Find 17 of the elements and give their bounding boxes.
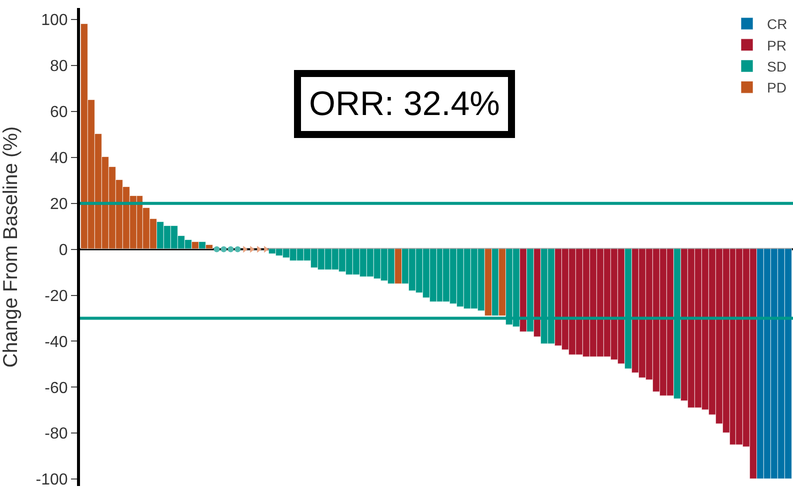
y-tick-label: -60 (44, 380, 68, 397)
y-tick-label: 60 (50, 104, 68, 122)
y-axis-title: Change From Baseline (%) (0, 126, 22, 368)
legend-label: SD (767, 58, 786, 74)
y-tick-label: -100 (36, 472, 68, 489)
y-tick-label: 40 (50, 150, 68, 167)
y-tick-label: 20 (50, 196, 68, 213)
legend-label: CR (767, 16, 788, 32)
legend-label: PR (767, 37, 786, 54)
y-tick-label: 100 (41, 12, 68, 30)
y-tick-label: -20 (44, 288, 68, 305)
y-tick-label: -80 (44, 426, 68, 443)
y-tick-label: 0 (58, 242, 68, 259)
y-tick-label: -40 (44, 334, 68, 351)
annotation: ORR: 32.4% (309, 85, 500, 123)
y-tick-label: 80 (50, 58, 68, 76)
legend-label: PD (767, 80, 786, 96)
